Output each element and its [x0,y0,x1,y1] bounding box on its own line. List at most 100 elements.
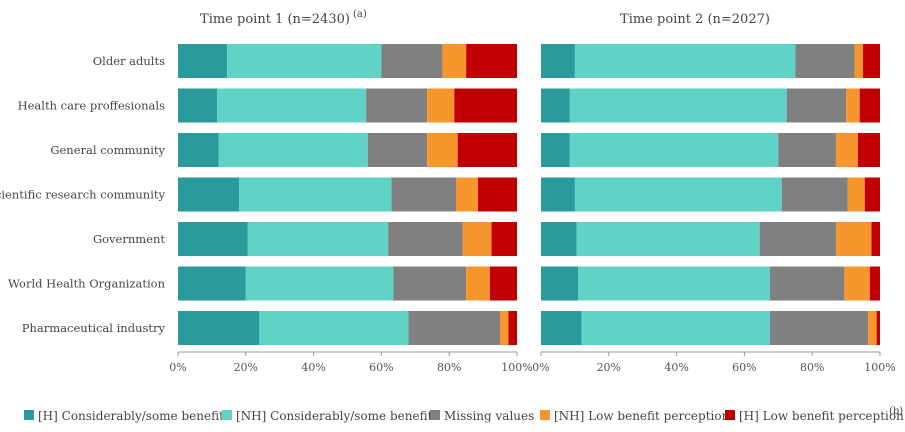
bar-general-community-nh-low-benefit-perception [835,133,858,167]
x-tick-label: 60% [732,361,756,374]
bar-government-nh-low-benefit-perception [462,222,492,256]
bar-older-adults-h-considerably-some-benefit [178,44,228,78]
bar-older-adults-h-low-benefit-perception [863,44,880,78]
legend-swatch-h-low-benefit-perception [725,410,735,420]
bar-government-nh-considerably-some-benefit [247,222,389,256]
legend-label: [H] Low benefit perception [739,409,904,423]
bar-government-missing-values [759,222,836,256]
bar-older-adults-missing-values [795,44,855,78]
bar-world-health-organization-nh-considerably-some-benefit [578,266,770,301]
legend-swatch-h-considerably-some-benefit [24,410,34,420]
legend-swatch-nh-low-benefit-perception [540,410,550,420]
bar-world-health-organization-nh-low-benefit-perception [844,266,870,301]
bar-health-care-proffesionals-nh-considerably-some-benefit [216,88,367,123]
legend-swatch-missing-values [430,410,440,420]
panel-title: Time point 1 (n=2430) [200,12,350,27]
x-tick-label: 20% [234,361,258,374]
bar-pharmaceutical-industry-h-considerably-some-benefit [541,311,582,345]
bar-health-care-proffesionals-h-considerably-some-benefit [541,88,570,123]
x-tick-label: 100% [864,361,895,374]
bar-pharmaceutical-industry-nh-low-benefit-perception [868,311,877,345]
bar-pharmaceutical-industry-nh-considerably-some-benefit [581,311,770,345]
bar-older-adults-h-considerably-some-benefit [541,44,575,78]
category-label: Government [93,232,165,246]
bar-health-care-proffesionals-h-low-benefit-perception [859,88,880,123]
bar-health-care-proffesionals-nh-low-benefit-perception [427,88,455,123]
bar-world-health-organization-nh-low-benefit-perception [466,266,490,301]
panel-title: Time point 2 (n=2027) [620,12,770,27]
x-tick-label: 40% [664,361,688,374]
legend-note: (b) [889,406,903,417]
bar-general-community-missing-values [367,133,428,167]
bar-health-care-proffesionals-h-low-benefit-perception [454,88,517,123]
bar-health-care-proffesionals-missing-values [786,88,847,123]
bar-scientific-research-community-missing-values [391,177,456,212]
category-label: General community [50,143,165,157]
bar-general-community-h-low-benefit-perception [857,133,880,167]
x-tick-label: 80% [800,361,824,374]
category-label: Older adults [93,54,165,68]
bar-scientific-research-community-nh-considerably-some-benefit [239,177,392,212]
legend-label: [NH] Considerably/some benefit [236,409,433,423]
bar-government-h-low-benefit-perception [491,222,517,256]
bar-scientific-research-community-h-low-benefit-perception [864,177,880,212]
x-tick-label: 0% [169,361,186,374]
legend-label: [NH] Low benefit perception [554,409,730,423]
bar-general-community-h-low-benefit-perception [457,133,517,167]
legend-label: [H] Considerably/some benefit [38,409,224,423]
bar-world-health-organization-h-considerably-some-benefit [541,266,579,301]
bar-scientific-research-community-h-considerably-some-benefit [178,177,240,212]
x-tick-label: 20% [597,361,621,374]
category-label: World Health Organization [8,277,166,291]
bar-world-health-organization-nh-considerably-some-benefit [245,266,394,301]
bar-world-health-organization-h-low-benefit-perception [869,266,880,301]
bar-health-care-proffesionals-missing-values [366,88,428,123]
bar-pharmaceutical-industry-missing-values [408,311,501,345]
category-label: Scientific research community [0,188,165,202]
bar-health-care-proffesionals-nh-low-benefit-perception [846,88,860,123]
category-label: Health care proffesionals [18,99,166,113]
bar-government-h-low-benefit-perception [871,222,880,256]
bar-general-community-nh-low-benefit-perception [427,133,458,167]
bar-general-community-missing-values [778,133,836,167]
bar-scientific-research-community-nh-considerably-some-benefit [574,177,782,212]
bar-older-adults-h-low-benefit-perception [466,44,517,78]
bar-scientific-research-community-h-low-benefit-perception [478,177,517,212]
legend-label: Missing values [444,409,534,423]
bar-general-community-h-considerably-some-benefit [178,133,219,167]
bar-older-adults-nh-considerably-some-benefit [227,44,382,78]
bar-older-adults-nh-low-benefit-perception [854,44,864,78]
bar-pharmaceutical-industry-nh-low-benefit-perception [500,311,509,345]
bar-scientific-research-community-missing-values [781,177,848,212]
bar-older-adults-missing-values [381,44,443,78]
bar-government-nh-considerably-some-benefit [576,222,760,256]
bar-government-h-considerably-some-benefit [178,222,248,256]
category-label: Pharmaceutical industry [22,321,166,335]
bar-older-adults-nh-low-benefit-perception [442,44,467,78]
bar-world-health-organization-missing-values [769,266,845,301]
x-tick-label: 80% [437,361,461,374]
bar-general-community-h-considerably-some-benefit [541,133,570,167]
x-tick-label: 100% [501,361,532,374]
bar-older-adults-nh-considerably-some-benefit [574,44,796,78]
bar-scientific-research-community-h-considerably-some-benefit [541,177,575,212]
x-tick-label: 0% [532,361,549,374]
bar-pharmaceutical-industry-h-low-benefit-perception [876,311,880,345]
bar-world-health-organization-missing-values [393,266,467,301]
bar-pharmaceutical-industry-nh-considerably-some-benefit [259,311,409,345]
bar-world-health-organization-h-low-benefit-perception [489,266,517,301]
bar-health-care-proffesionals-h-considerably-some-benefit [178,88,217,123]
bar-pharmaceutical-industry-h-low-benefit-perception [508,311,517,345]
bar-world-health-organization-h-considerably-some-benefit [178,266,246,301]
bar-pharmaceutical-industry-missing-values [769,311,869,345]
bar-government-nh-low-benefit-perception [835,222,872,256]
x-tick-label: 40% [301,361,325,374]
bar-scientific-research-community-nh-low-benefit-perception [455,177,479,212]
bar-general-community-nh-considerably-some-benefit [218,133,368,167]
panel-title-note: (a) [353,9,367,20]
bar-health-care-proffesionals-nh-considerably-some-benefit [569,88,787,123]
bar-pharmaceutical-industry-h-considerably-some-benefit [178,311,260,345]
bar-scientific-research-community-nh-low-benefit-perception [847,177,865,212]
